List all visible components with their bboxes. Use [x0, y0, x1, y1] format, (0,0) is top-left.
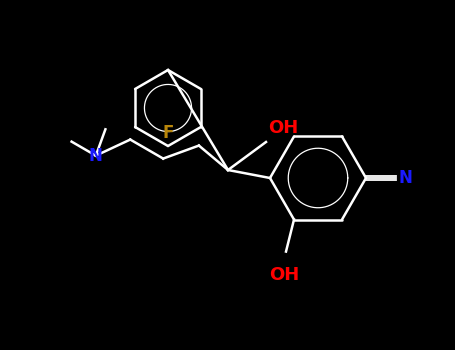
Text: N: N [89, 147, 103, 164]
Text: F: F [162, 124, 174, 142]
Text: N: N [398, 169, 412, 187]
Text: OH: OH [268, 119, 298, 137]
Text: OH: OH [269, 266, 299, 284]
